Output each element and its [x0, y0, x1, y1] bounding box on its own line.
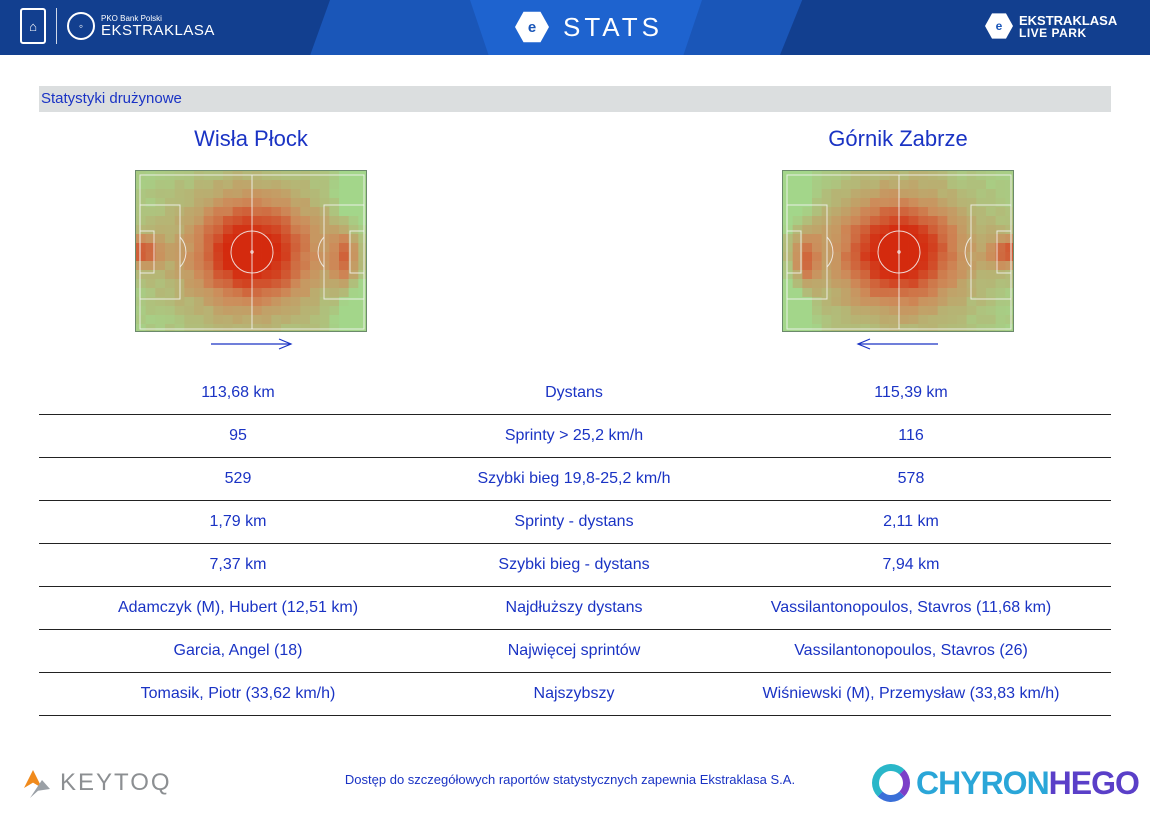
stats-title-text: STATS	[563, 11, 663, 42]
header-center-panel	[470, 0, 702, 55]
stat-label: Dystans	[437, 372, 711, 415]
away-value: 578	[711, 457, 1111, 501]
chyronhego-word-a: CHYRON	[916, 764, 1050, 801]
stats-row: 95 Sprinty > 25,2 km/h 116	[39, 414, 1111, 458]
team-stats-table: 113,68 km Dystans 115,39 km 95 Sprinty > 25,…	[39, 372, 1111, 716]
home-value: Tomasik, Piotr (33,62 km/h)	[39, 672, 437, 716]
stats-row: 529 Szybki bieg 19,8-25,2 km/h 578	[39, 457, 1111, 501]
pko-logo-icon: ⌂	[20, 8, 46, 44]
away-direction-arrow-icon	[856, 338, 938, 350]
chyronhego-word-b: HEGO	[1048, 764, 1140, 801]
away-value: Vassilantonopoulos, Stavros (11,68 km)	[711, 586, 1111, 630]
stats-row: 113,68 km Dystans 115,39 km	[39, 372, 1111, 415]
stat-label: Najdłuższy dystans	[437, 586, 711, 630]
header-right-panel	[780, 0, 1150, 55]
section-title-bar: Statystyki drużynowe	[39, 86, 1111, 112]
away-heatmap	[782, 170, 1014, 332]
brand-big-text: EKSTRAKLASA	[101, 21, 215, 39]
away-value: 7,94 km	[711, 543, 1111, 587]
home-value: 95	[39, 414, 437, 458]
stats-title: e STATS	[515, 10, 663, 44]
live-park-brand: e EKSTRAKLASA LIVE PARK	[985, 12, 1117, 40]
home-value: 529	[39, 457, 437, 501]
home-value: 1,79 km	[39, 500, 437, 544]
home-value: 113,68 km	[39, 372, 437, 415]
away-value: 2,11 km	[711, 500, 1111, 544]
stats-row: 7,37 km Szybki bieg - dystans 7,94 km	[39, 543, 1111, 587]
footer-note: Dostęp do szczegółowych raportów statyst…	[344, 772, 796, 787]
live-park-line2: LIVE PARK	[1019, 25, 1087, 40]
live-park-line1: EKSTRAKLASA	[1019, 12, 1118, 28]
stats-row: Adamczyk (M), Hubert (12,51 km) Najdłuższ…	[39, 586, 1111, 630]
live-park-hex-icon: e	[985, 13, 1013, 39]
home-direction-arrow-icon	[211, 338, 293, 350]
header-divider	[56, 8, 57, 44]
section-title: Statystyki drużynowe	[41, 90, 182, 107]
stats-row: Tomasik, Piotr (33,62 km/h) Najszybszy Wiś…	[39, 672, 1111, 716]
home-team-name: Wisła Płock	[194, 126, 308, 151]
keytoq-mark-icon	[22, 766, 52, 800]
stat-label: Najszybszy	[437, 672, 711, 716]
away-value: 115,39 km	[711, 372, 1111, 415]
header-left-panel	[0, 0, 330, 55]
keytoq-logo: KEYTOQ	[22, 766, 172, 800]
stats-row: 1,79 km Sprinty - dystans 2,11 km	[39, 500, 1111, 544]
chyronhego-logo: CHYRON HEGO	[872, 764, 1140, 802]
stat-label: Najwięcej sprintów	[437, 629, 711, 673]
brand-small-text: PKO Bank Polski	[101, 13, 162, 23]
home-heatmap	[135, 170, 367, 332]
stats-hex-icon: e	[515, 11, 549, 43]
stat-label: Sprinty > 25,2 km/h	[437, 414, 711, 458]
stats-row: Garcia, Angel (18) Najwięcej sprintów Vass…	[39, 629, 1111, 673]
home-value: Adamczyk (M), Hubert (12,51 km)	[39, 586, 437, 630]
stat-label: Szybki bieg - dystans	[437, 543, 711, 587]
keytoq-wordmark: KEYTOQ	[60, 769, 172, 796]
away-value: 116	[711, 414, 1111, 458]
header-bar: ⌂ ◦ PKO Bank Polski EKSTRAKLASA e STATS …	[0, 0, 1150, 55]
ekstraklasa-brand: ⌂ ◦ PKO Bank Polski EKSTRAKLASA	[20, 8, 215, 44]
chyronhego-ring-icon	[872, 764, 910, 802]
away-team-name: Górnik Zabrze	[828, 126, 968, 151]
away-value: Vassilantonopoulos, Stavros (26)	[711, 629, 1111, 673]
ball-icon: ◦	[67, 12, 95, 40]
home-value: Garcia, Angel (18)	[39, 629, 437, 673]
away-value: Wiśniewski (M), Przemysław (33,83 km/h)	[711, 672, 1111, 716]
stat-label: Sprinty - dystans	[437, 500, 711, 544]
stat-label: Szybki bieg 19,8-25,2 km/h	[437, 457, 711, 501]
home-value: 7,37 km	[39, 543, 437, 587]
